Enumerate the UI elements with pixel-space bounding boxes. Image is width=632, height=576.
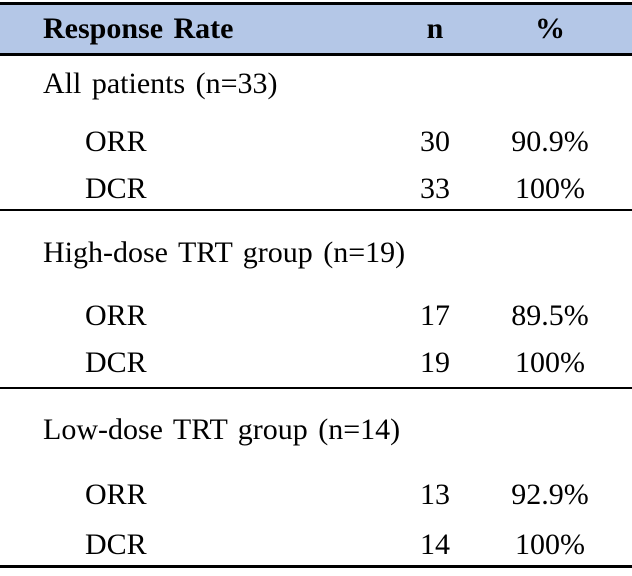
- table-row-dcr: DCR 19 100%: [0, 343, 632, 383]
- column-header-n: n: [426, 12, 444, 45]
- section-title: All patients (n=33): [43, 67, 278, 100]
- section-title-row: High-dose TRT group (n=19): [0, 233, 632, 273]
- row-percent-value: 100%: [515, 528, 585, 561]
- section-all-patients: All patients (n=33) ORR 30 90.9% DCR 33 …: [0, 64, 632, 211]
- table-row-dcr: DCR 33 100%: [0, 169, 632, 209]
- table-header-row: Response Rate n %: [0, 5, 632, 56]
- row-label: ORR: [85, 125, 147, 158]
- section-high-dose-trt: High-dose TRT group (n=19) ORR 17 89.5% …: [0, 233, 632, 389]
- row-n-value: 30: [420, 125, 450, 158]
- table-row-orr: ORR 17 89.5%: [0, 296, 632, 336]
- row-percent-value: 92.9%: [511, 478, 589, 511]
- row-percent-value: 100%: [515, 346, 585, 379]
- row-n-value: 33: [420, 172, 450, 205]
- row-label: DCR: [85, 172, 147, 205]
- row-label: DCR: [85, 346, 147, 379]
- table-row-orr: ORR 13 92.9%: [0, 475, 632, 515]
- row-percent-value: 90.9%: [511, 125, 589, 158]
- row-percent-value: 89.5%: [511, 299, 589, 332]
- row-percent-value: 100%: [515, 172, 585, 205]
- section-title-row: Low-dose TRT group (n=14): [0, 410, 632, 450]
- column-header-percent: %: [535, 12, 565, 45]
- row-label: ORR: [85, 299, 147, 332]
- row-n-value: 19: [420, 346, 450, 379]
- section-title: High-dose TRT group (n=19): [43, 236, 406, 269]
- table-row-dcr: DCR 14 100%: [0, 525, 632, 565]
- section-title-row: All patients (n=33): [0, 64, 632, 104]
- row-label: ORR: [85, 478, 147, 511]
- section-title: Low-dose TRT group (n=14): [43, 413, 401, 446]
- table-row-orr: ORR 30 90.9%: [0, 122, 632, 162]
- row-n-value: 13: [420, 478, 450, 511]
- row-n-value: 14: [420, 528, 450, 561]
- column-header-response-rate: Response Rate: [43, 12, 234, 45]
- row-n-value: 17: [420, 299, 450, 332]
- row-label: DCR: [85, 528, 147, 561]
- section-low-dose-trt: Low-dose TRT group (n=14) ORR 13 92.9% D…: [0, 410, 632, 568]
